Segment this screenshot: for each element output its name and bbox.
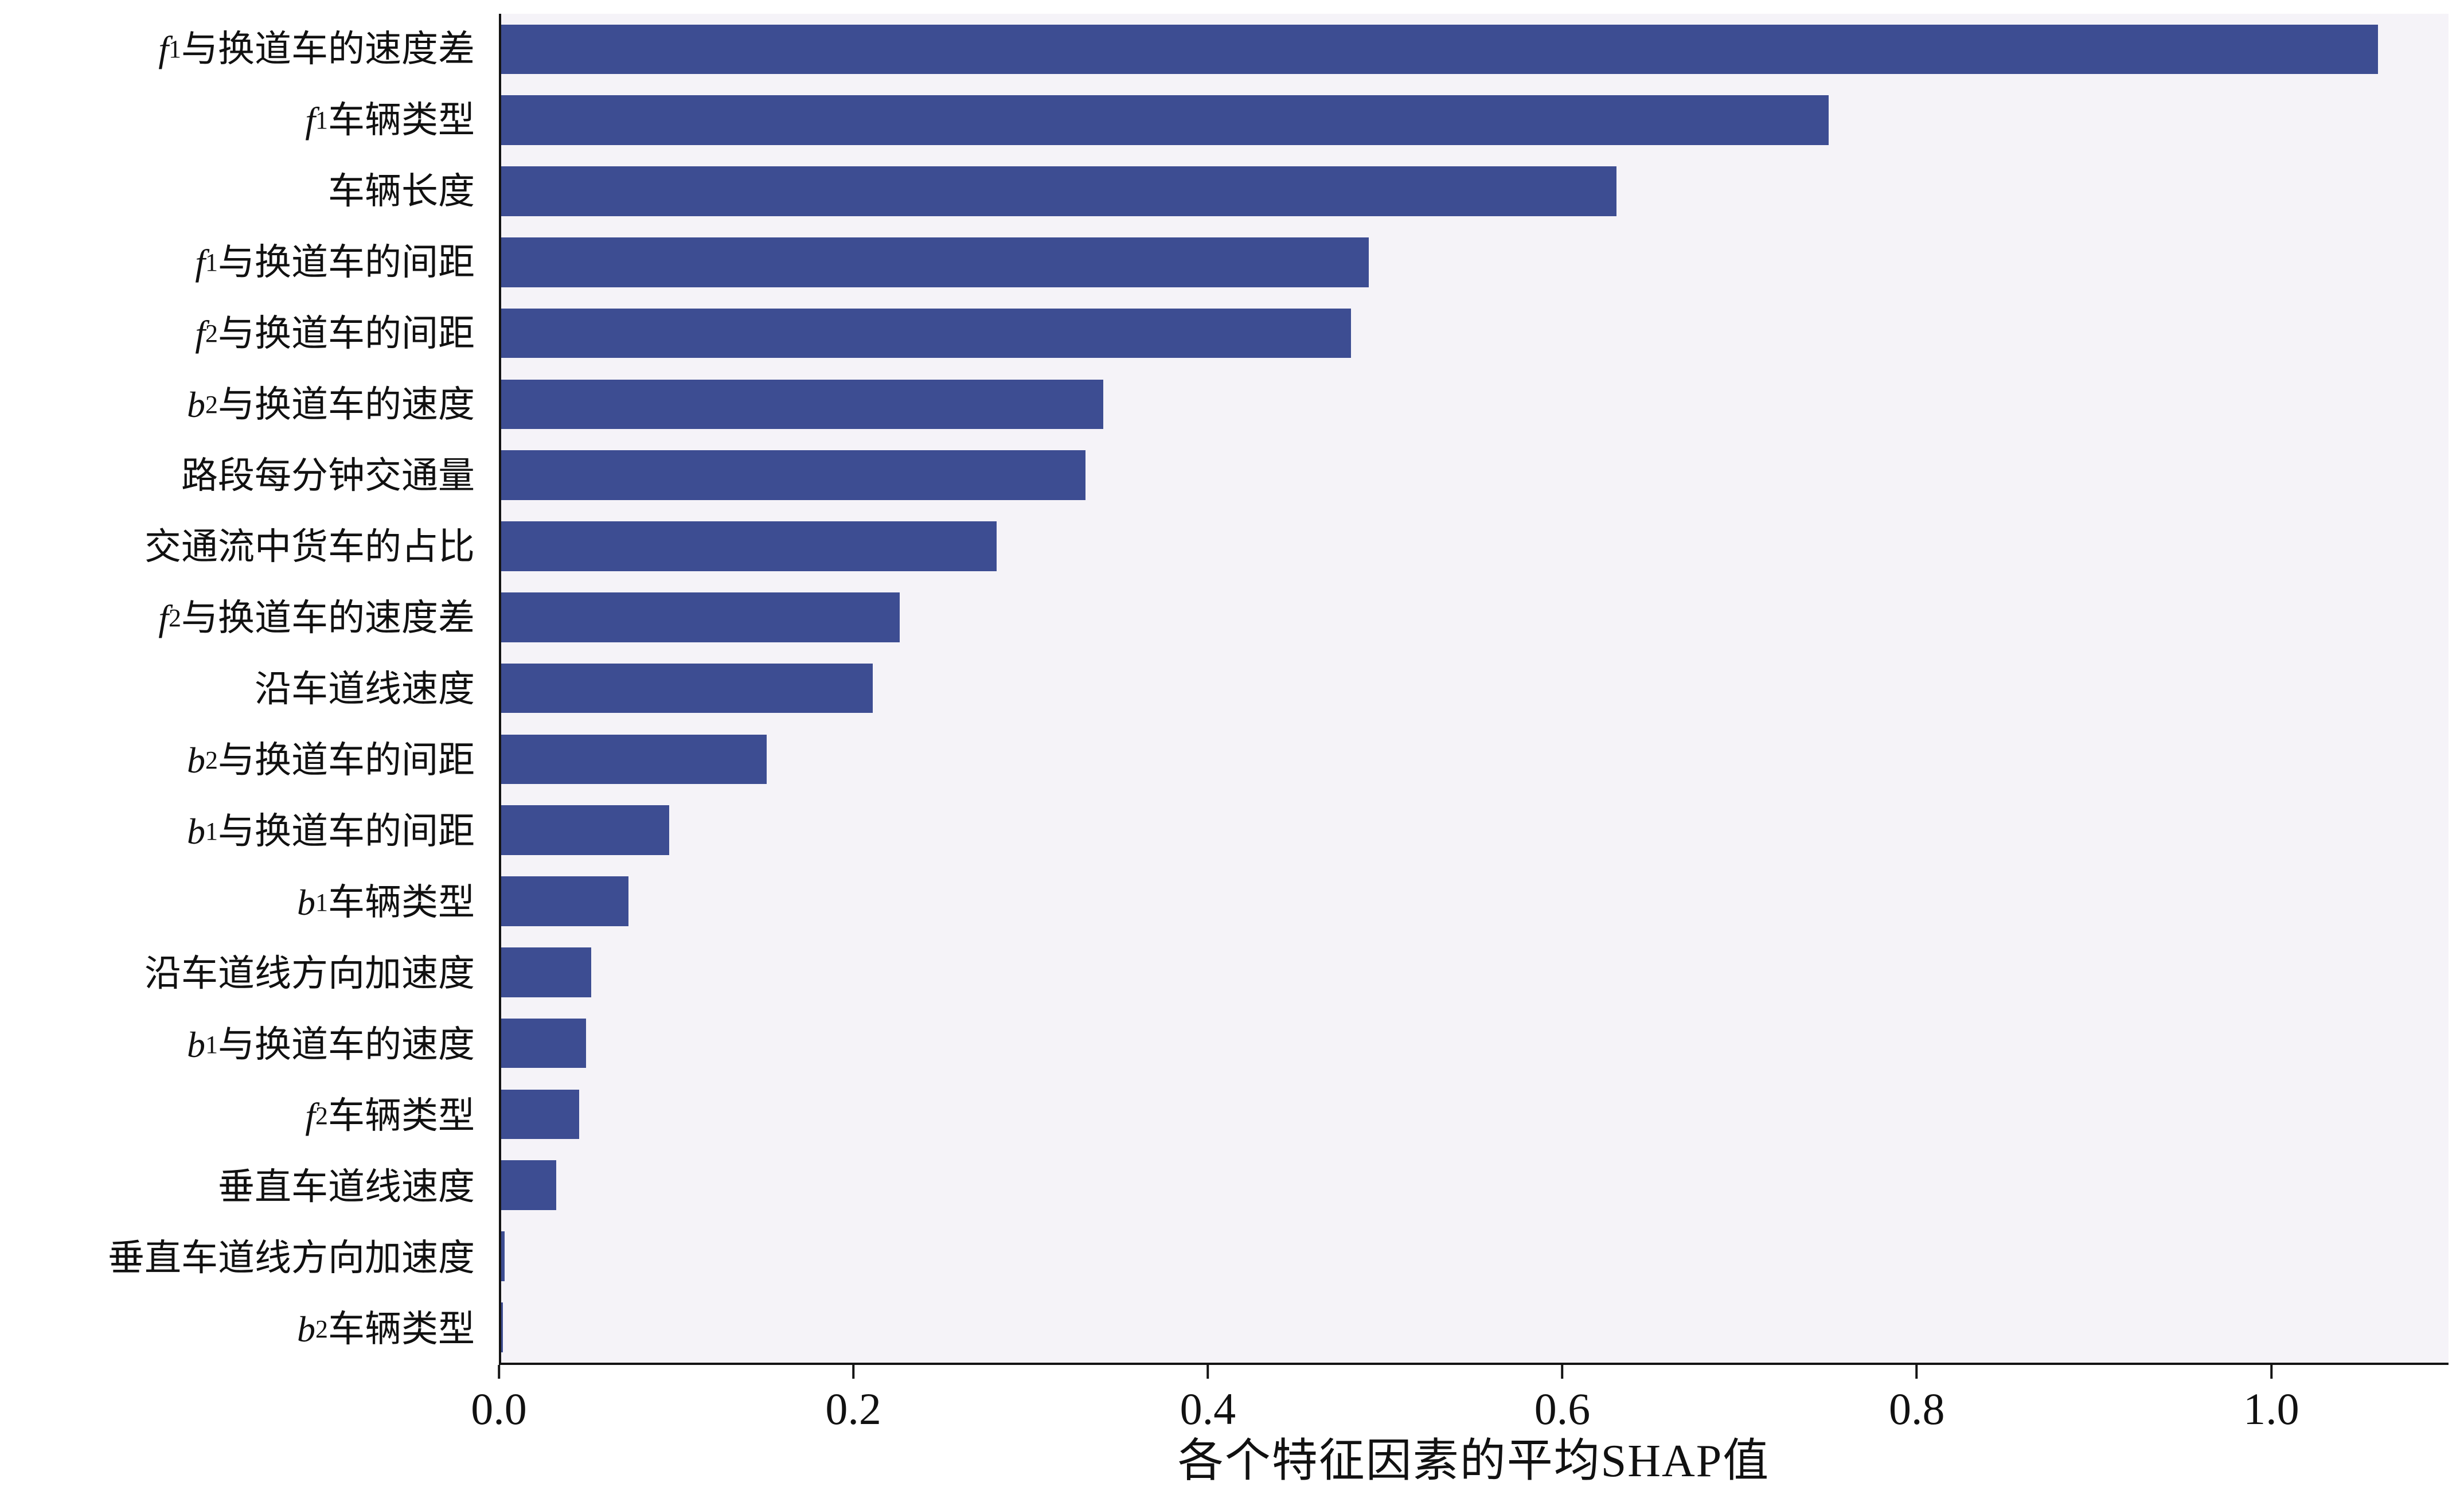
x-tick: 0.4 — [1180, 1365, 1236, 1431]
x-tick-label: 1.0 — [2243, 1384, 2299, 1434]
bar — [501, 592, 900, 642]
bars-area — [501, 14, 2449, 1363]
bar-row — [501, 1150, 2449, 1221]
x-tick-mark — [2270, 1365, 2272, 1379]
bar-row — [501, 724, 2449, 795]
bar-row — [501, 14, 2449, 85]
bar — [501, 237, 1369, 287]
bar-row — [501, 156, 2449, 227]
bar — [501, 1089, 579, 1140]
x-tick-mark — [1915, 1365, 1918, 1379]
bar — [501, 95, 1829, 146]
bar-row — [501, 298, 2449, 369]
category-label: b 1 车辆类型 — [297, 882, 475, 923]
x-tick-mark — [1561, 1365, 1564, 1379]
bar-row — [501, 1221, 2449, 1292]
x-tick: 1.0 — [2243, 1365, 2299, 1431]
bar — [501, 663, 873, 713]
category-label: b 1 与换道车的间距 — [187, 811, 475, 852]
bar — [501, 1231, 505, 1281]
category-label: b 2 车辆类型 — [297, 1309, 475, 1349]
x-axis-title: 各个特征因素的平均SHAP值 — [1177, 1436, 1770, 1487]
bar — [501, 1302, 503, 1352]
bar-row — [501, 866, 2449, 937]
bar — [501, 876, 629, 926]
bar — [501, 1018, 587, 1068]
x-tick-label: 0.0 — [471, 1384, 527, 1434]
category-label: f 1 车辆类型 — [305, 100, 475, 141]
bar-row — [501, 227, 2449, 298]
category-label: 交通流中货车的占比 — [145, 526, 475, 567]
bar — [501, 24, 2378, 75]
bar — [501, 947, 592, 997]
x-tick-mark — [852, 1365, 855, 1379]
category-label: b 2 与换道车的间距 — [187, 740, 475, 781]
x-axis-ticks: 0.0 0.2 0.4 0.6 0.8 1.0 — [471, 1365, 2449, 1457]
bar — [501, 450, 1085, 500]
category-label: 垂直车道线速度 — [218, 1167, 475, 1207]
y-axis-labels: f 1 与换道车的速度差 f 1 车辆类型车辆长度 f 1 与换道车的间距 f 2 与换道车的间距 b 2… — [0, 14, 486, 1365]
x-tick-label: 0.2 — [825, 1384, 881, 1434]
bar — [501, 1160, 556, 1210]
x-tick-mark — [498, 1365, 500, 1379]
category-label: f 1 与换道车的间距 — [195, 242, 475, 283]
bar-row — [501, 511, 2449, 582]
category-label: f 2 与换道车的间距 — [195, 313, 475, 354]
bar — [501, 521, 997, 571]
category-label: 沿车道线方向加速度 — [145, 953, 475, 994]
bar-row — [501, 85, 2449, 156]
category-label: f 2 车辆类型 — [305, 1095, 475, 1136]
x-tick-label: 0.8 — [1888, 1384, 1945, 1434]
category-label: f 2 与换道车的速度差 — [158, 598, 475, 638]
x-tick: 0.2 — [825, 1365, 881, 1431]
category-label: 车辆长度 — [328, 171, 475, 212]
bar-row — [501, 653, 2449, 724]
x-tick-mark — [1206, 1365, 1209, 1379]
bar — [501, 308, 1351, 358]
bar-row — [501, 582, 2449, 653]
bar-row — [501, 795, 2449, 866]
bar-row — [501, 937, 2449, 1008]
category-label: 垂直车道线方向加速度 — [108, 1238, 475, 1278]
x-tick: 0.8 — [1888, 1365, 1945, 1434]
x-tick-label: 0.4 — [1180, 1384, 1236, 1434]
bar — [501, 379, 1103, 430]
bar-row — [501, 1008, 2449, 1079]
plot-area — [499, 14, 2449, 1365]
bar-row — [501, 440, 2449, 511]
category-label: b 1 与换道车的速度 — [187, 1024, 475, 1065]
x-tick-label: 0.6 — [1534, 1384, 1591, 1434]
bar-row — [501, 369, 2449, 440]
bar — [501, 734, 767, 785]
bar-row — [501, 1079, 2449, 1150]
category-label: b 2 与换道车的速度 — [187, 384, 475, 425]
x-tick: 0.0 — [471, 1365, 527, 1431]
category-label: 沿车道线速度 — [255, 669, 475, 709]
bar-row — [501, 1292, 2449, 1363]
bar — [501, 166, 1616, 216]
category-label: 路段每分钟交通量 — [181, 455, 475, 496]
bar — [501, 805, 670, 855]
x-tick: 0.6 — [1534, 1365, 1591, 1434]
category-label: f 1 与换道车的速度差 — [158, 29, 475, 69]
